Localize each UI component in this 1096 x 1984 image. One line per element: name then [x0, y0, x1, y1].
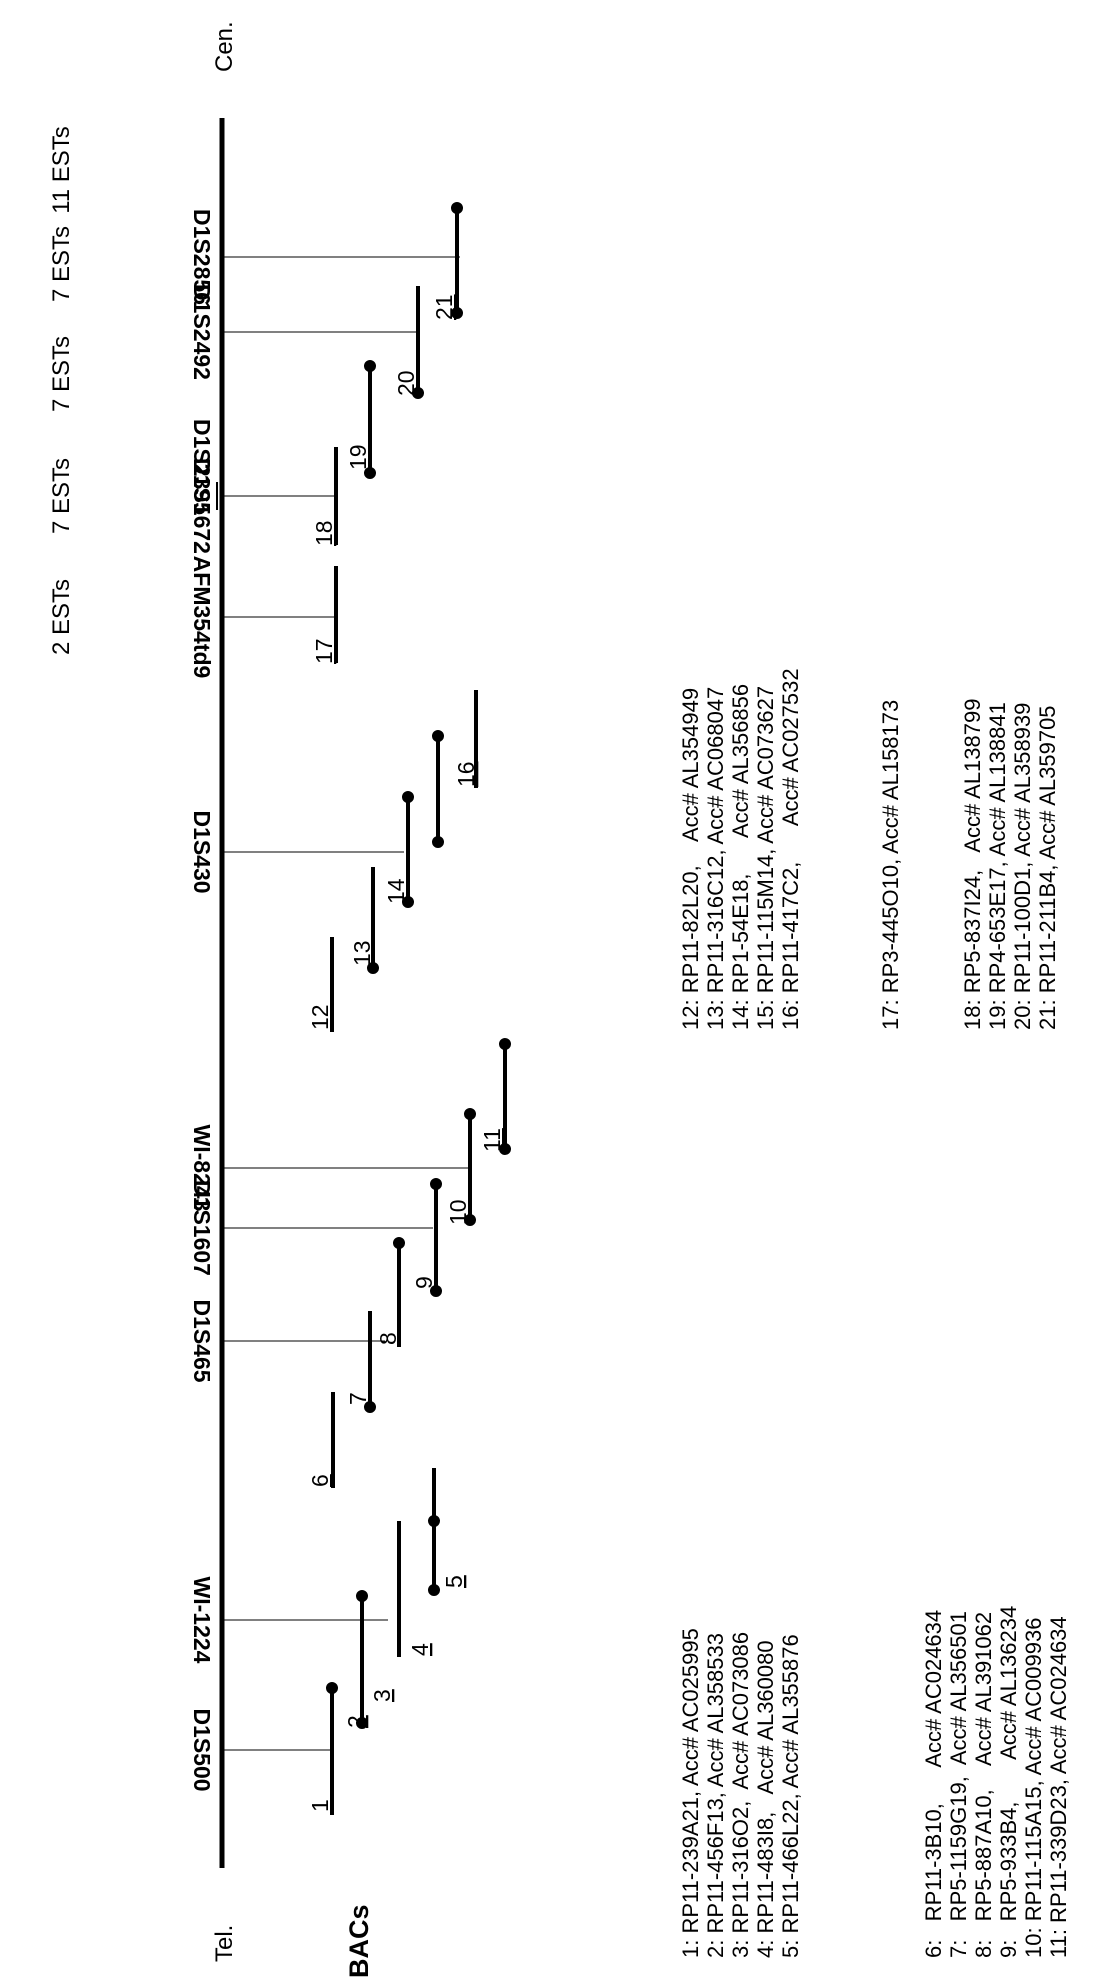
bac-number: 16 [453, 761, 479, 787]
bac-clones [326, 202, 511, 1815]
bac-end-dot [499, 1143, 511, 1155]
bac-end-dot [428, 1515, 440, 1527]
bac-number: 3 [369, 1689, 395, 1702]
marker-label: D1S500 [189, 1708, 215, 1791]
legend-group-2: 6: RP11-3B10, Acc# AC024634 7: RP5-1159G… [921, 1606, 1071, 1958]
legend-entry: 4: RP11-483I8, Acc# AL360080 [753, 1640, 778, 1958]
bac-end-dot [430, 1178, 442, 1190]
bac-end-dot [402, 896, 414, 908]
legend-group-4: 17: RP3-445O10, Acc# AL158173 [878, 700, 903, 1030]
bac-number: 9 [411, 1276, 437, 1289]
est-count-label: 11 ESTs [48, 126, 75, 214]
bac-end-dot [428, 1584, 440, 1596]
bac-end-dot [451, 202, 463, 214]
legend-group-3: 12: RP11-82L20, Acc# AL354949 13: RP11-3… [678, 668, 803, 1030]
legend-entry: 6: RP11-3B10, Acc# AC024634 [921, 1610, 946, 1958]
marker-label: WI-8243 [189, 1125, 215, 1212]
legend-group-1: 1: RP11-239A21, Acc# AC025995 2: RP11-45… [678, 1628, 803, 1958]
legend-entry: 3: RP11-316O2, Acc# AC073086 [728, 1632, 753, 1958]
legend-entry: 13: RP11-316C12, Acc# AC068047 [703, 687, 728, 1030]
bac-end-dot [364, 1401, 376, 1413]
bac-number: 18 [311, 520, 337, 546]
marker-label: D1S2395 [189, 419, 215, 515]
legend-entry: 16: RP11-417C2, Acc# AC027532 [778, 668, 803, 1030]
bac-number: 17 [311, 638, 337, 664]
marker-label: D1S2856 [189, 209, 215, 305]
legend-group-5: 18: RP5-837I24, Acc# AL138799 19: RP4-65… [960, 699, 1060, 1030]
legend-entry: 8: RP5-887A10, Acc# AL391062 [971, 1612, 996, 1958]
est-count-label: 7 ESTs [48, 336, 75, 412]
bac-number: 21 [431, 294, 457, 320]
legend-entry: 2: RP11-456F13, Acc# AL358533 [703, 1633, 728, 1958]
bac-number: 6 [307, 1474, 333, 1487]
bac-end-dot [499, 1038, 511, 1050]
bac-end-dot [356, 1717, 368, 1729]
legend-entry: 20: RP11-100D1, Acc# AL358939 [1010, 703, 1035, 1030]
bac-end-dot [430, 1285, 442, 1297]
est-count-label: 7 ESTs [48, 458, 75, 534]
bac-end-dot [393, 1237, 405, 1249]
telomere-label: Tel. [211, 1925, 238, 1962]
marker-label: D1S2492 [189, 284, 215, 380]
marker-labels: D1S500 WI-1224 D1S465 D1S1607 WI-8243 D1… [189, 209, 215, 1792]
est-counts: 2 ESTs 7 ESTs 7 ESTs 7 ESTs 11 ESTs [48, 126, 75, 655]
bac-end-dot [464, 1108, 476, 1120]
bac-number: 8 [375, 1332, 401, 1345]
bac-number: 5 [441, 1575, 467, 1588]
bac-end-dot [364, 360, 376, 372]
est-count-label: 7 ESTs [48, 226, 75, 302]
legend-entry: 5: RP11-466L22, Acc# AL355876 [778, 1634, 803, 1958]
bac-end-dot [432, 836, 444, 848]
bac-number: 4 [407, 1643, 433, 1656]
bac-end-dot [367, 962, 379, 974]
bac-end-dot [464, 1214, 476, 1226]
bac-number: 10 [445, 1199, 471, 1225]
bac-end-dot [326, 1682, 338, 1694]
marker-label: AFM354td9 [189, 556, 215, 679]
legend-entry: 14: RP1-54E18, Acc# AL356856 [728, 684, 753, 1030]
legend-entry: 11: RP11-339D23, Acc# AC024634 [1046, 1616, 1071, 1958]
bac-number: 1 [307, 1799, 333, 1812]
bac-number: 11 [479, 1128, 505, 1152]
legend-entry: 17: RP3-445O10, Acc# AL158173 [878, 700, 903, 1030]
marker-label: WI-1224 [189, 1577, 215, 1664]
bac-end-dot [364, 467, 376, 479]
legend-entry: 18: RP5-837I24, Acc# AL138799 [960, 699, 985, 1030]
legend-entry: 7: RP5-1159G19, Acc# AL356501 [946, 1611, 971, 1958]
bac-numbers: 1 2 3 4 5 6 7 8 9 10 11 12 13 14 16 17 1… [307, 294, 505, 1812]
bac-end-dot [402, 791, 414, 803]
bac-number: 12 [307, 1004, 333, 1030]
bac-number: 13 [349, 940, 375, 966]
legend-entry: 1: RP11-239A21, Acc# AC025995 [678, 1628, 703, 1958]
legend-entry: 9: RP5-933B4, Acc# AL136234 [996, 1606, 1021, 1958]
legend-entry: 10: RP11-115A15, Acc# AC009936 [1021, 1618, 1046, 1958]
bac-end-dot [412, 387, 424, 399]
bac-number: 7 [345, 1392, 371, 1405]
marker-label: D1S1672 [189, 458, 215, 554]
centromere-label: Cen. [211, 21, 238, 72]
marker-ticks [222, 256, 468, 1751]
legend-entry: 15: RP11-115M14, Acc# AC073627 [753, 686, 778, 1030]
est-count-label: 2 ESTs [48, 579, 75, 655]
bacs-heading: BACs [344, 1904, 374, 1978]
marker-label: D1S430 [189, 810, 215, 893]
marker-label: D1S1607 [189, 1180, 215, 1276]
bac-number: 2 [343, 1715, 369, 1728]
legend-entry: 19: RP4-653E17, Acc# AL138841 [985, 702, 1010, 1030]
legend-entry: 21: RP11-211B4, Acc# AL359705 [1035, 705, 1060, 1030]
bac-number: 20 [393, 370, 419, 396]
bac-end-dot [356, 1590, 368, 1602]
bac-end-dot [451, 307, 463, 319]
marker-label: D1S465 [189, 1299, 215, 1382]
bac-number: 14 [383, 878, 409, 904]
bac-end-dot [432, 730, 444, 742]
legend-entry: 12: RP11-82L20, Acc# AL354949 [678, 688, 703, 1030]
bac-number: 19 [345, 444, 371, 470]
